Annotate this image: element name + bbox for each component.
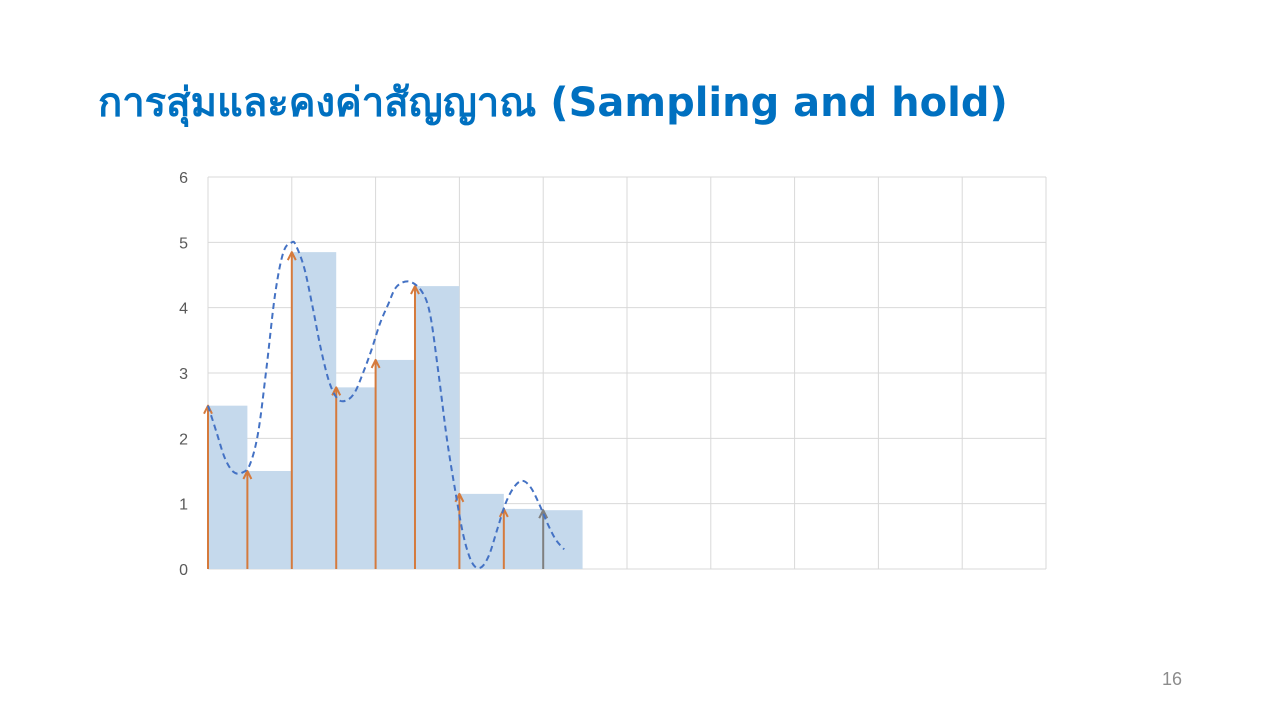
signal-curve-layer (207, 240, 565, 570)
y-tick-label: 6 (179, 170, 188, 187)
sample-arrow-head (242, 470, 253, 480)
sample-arrow (410, 285, 420, 569)
signal-curve (207, 240, 565, 570)
hold-bar (208, 405, 248, 569)
y-axis-labels: 0 1 2 3 4 5 6 (179, 170, 188, 579)
sample-arrow-head (538, 509, 549, 519)
hold-bar (291, 252, 337, 569)
hold-bars (208, 252, 583, 569)
y-tick-label: 5 (179, 235, 188, 252)
y-tick-label: 3 (179, 366, 188, 383)
hold-bar (336, 387, 376, 569)
sample-arrow (242, 470, 253, 569)
y-tick-label: 1 (179, 497, 188, 514)
sample-arrow-head (410, 285, 420, 295)
sample-arrow (286, 251, 297, 569)
y-tick-label: 2 (179, 431, 188, 448)
hold-bar (414, 286, 460, 569)
hold-bar (375, 359, 415, 569)
sample-arrow-head (286, 251, 297, 261)
sample-arrow-head (370, 358, 381, 369)
y-tick-label: 4 (179, 301, 188, 318)
sample-arrow (370, 358, 381, 569)
hold-bar (503, 508, 544, 569)
hold-bar (543, 510, 583, 569)
sample-arrow (331, 386, 342, 569)
page-number: 16 (1161, 669, 1182, 689)
slide-title: การสุ่มและคงค่าสัญญาณ (Sampling and hold… (98, 80, 1008, 126)
y-tick-label: 0 (179, 562, 188, 579)
hold-bar (247, 471, 292, 569)
sample-arrow-head (331, 386, 342, 396)
sample-arrow (538, 509, 549, 569)
sample-arrows (203, 251, 549, 569)
